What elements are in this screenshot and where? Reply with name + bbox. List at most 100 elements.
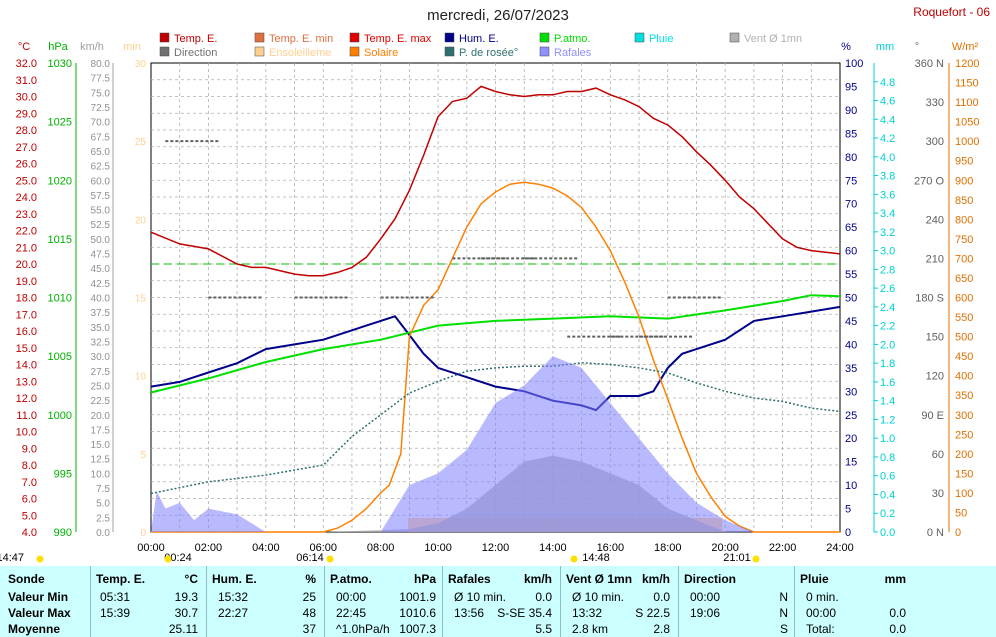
table-header: Vent Ø 1mn	[566, 572, 633, 586]
solar-tick: 150	[955, 468, 973, 480]
table-divider	[324, 566, 325, 637]
humidity-tick: 100	[845, 58, 863, 70]
legend-label: Temp. E.	[174, 33, 217, 45]
table-cell: Total:	[806, 622, 835, 636]
legend-swatch	[634, 32, 645, 43]
direction-tick: 240	[926, 214, 944, 226]
humidity-tick: 35	[845, 363, 857, 375]
solar-tick: 1200	[955, 58, 979, 70]
temp-tick: 27.0	[16, 142, 37, 154]
table-header: Sonde	[8, 572, 45, 586]
temp-tick: 12.0	[16, 393, 37, 405]
rain-tick: 2.2	[880, 321, 895, 333]
minutes-tick: 25	[135, 137, 147, 148]
table-header: hPa	[413, 572, 436, 586]
humidity-tick: 5	[845, 504, 851, 516]
table-cell: 15:32	[218, 590, 249, 604]
temp-tick: 22.0	[16, 226, 37, 238]
humidity-tick: 20	[845, 433, 857, 445]
x-tick: 12:00	[482, 542, 510, 554]
table-cell: 1007.3	[399, 622, 436, 636]
temp-tick: 15.0	[16, 343, 37, 355]
direction-tick: 270 O	[914, 175, 944, 187]
direction-tick: 150	[926, 332, 944, 344]
x-tick: 20:00	[711, 542, 739, 554]
table-cell: 19:06	[690, 606, 721, 620]
axis-unit: km/h	[80, 41, 104, 53]
rain-tick: 2.0	[880, 339, 895, 351]
legend-label: Ensoleilleme	[269, 47, 331, 59]
legend-label: Hum. E.	[459, 33, 499, 45]
temp-tick: 10.0	[16, 427, 37, 439]
wind-tick: 77.5	[91, 74, 111, 85]
legend-swatch	[349, 46, 360, 57]
table-cell: 0.0	[889, 606, 906, 620]
solar-tick: 1000	[955, 136, 979, 148]
sun-icon	[164, 555, 172, 563]
axis-unit: hPa	[48, 41, 68, 53]
rain-tick: 0.0	[880, 527, 895, 539]
axis-unit: W/m²	[952, 41, 979, 53]
table-row-label: Moyenne	[8, 622, 61, 636]
temp-tick: 6.0	[22, 494, 37, 506]
sun-mark-label: 14:47	[0, 552, 24, 564]
direction-tick: 300	[926, 136, 944, 148]
x-tick: 10:00	[424, 542, 452, 554]
table-cell: 15:39	[100, 606, 131, 620]
wind-tick: 42.5	[91, 279, 111, 290]
wind-tick: 27.5	[91, 367, 111, 378]
wind-tick: 40.0	[91, 294, 111, 305]
rain-tick: 1.4	[880, 396, 895, 408]
temp-tick: 18.0	[16, 293, 37, 305]
table-cell: 13:56	[454, 606, 485, 620]
table-cell: N	[779, 606, 788, 620]
rain-tick: 4.8	[880, 77, 895, 89]
pressure-tick: 1025	[48, 117, 72, 129]
table-cell: 00:00	[806, 606, 837, 620]
sun-icon	[570, 555, 578, 563]
temp-tick: 32.0	[16, 58, 37, 70]
table-header: km/h	[523, 572, 552, 586]
legend-label: Temp. E. min	[269, 33, 333, 45]
table-cell: ^1.0hPa/h	[336, 622, 390, 636]
table-cell: Ø 10 min.	[454, 590, 507, 604]
rain-tick: 2.4	[880, 302, 895, 314]
x-tick: 16:00	[597, 542, 625, 554]
direction-tick: 90 E	[921, 410, 944, 422]
rain-tick: 3.0	[880, 246, 895, 258]
rain-tick: 3.4	[880, 208, 895, 220]
humidity-tick: 25	[845, 410, 857, 422]
table-row-label: Valeur Max	[8, 606, 71, 620]
direction-tick: 60	[932, 449, 944, 461]
wind-tick: 62.5	[91, 162, 111, 173]
legend-label: Vent Ø 1mn	[744, 33, 802, 45]
rain-tick: 3.8	[880, 171, 895, 183]
temp-tick: 17.0	[16, 309, 37, 321]
wind-tick: 75.0	[91, 88, 111, 99]
table-cell: 5.5	[535, 622, 552, 636]
wind-tick: 0.0	[96, 528, 110, 539]
table-divider	[90, 566, 91, 637]
direction-tick: 30	[932, 488, 944, 500]
humidity-tick: 70	[845, 199, 857, 211]
humidity-tick: 90	[845, 105, 857, 117]
temp-tick: 28.0	[16, 125, 37, 137]
wind-tick: 72.5	[91, 103, 111, 114]
legend-label: Direction	[174, 47, 217, 59]
table-row-label: Valeur Min	[8, 590, 69, 604]
legend-label: P. de rosée°	[459, 47, 518, 59]
pressure-tick: 990	[54, 527, 72, 539]
wind-tick: 30.0	[91, 352, 111, 363]
table-header: Hum. E.	[212, 572, 257, 586]
temp-tick: 11.0	[16, 410, 37, 422]
temp-tick: 16.0	[16, 326, 37, 338]
rain-tick: 4.4	[880, 114, 895, 126]
sun-icon	[326, 555, 334, 563]
humidity-tick: 95	[845, 81, 857, 93]
legend-swatch	[729, 32, 740, 43]
table-cell: 05:31	[100, 590, 131, 604]
temp-tick: 29.0	[16, 108, 37, 120]
rain-tick: 4.2	[880, 133, 895, 145]
wind-tick: 10.0	[91, 469, 111, 480]
solar-tick: 200	[955, 449, 973, 461]
